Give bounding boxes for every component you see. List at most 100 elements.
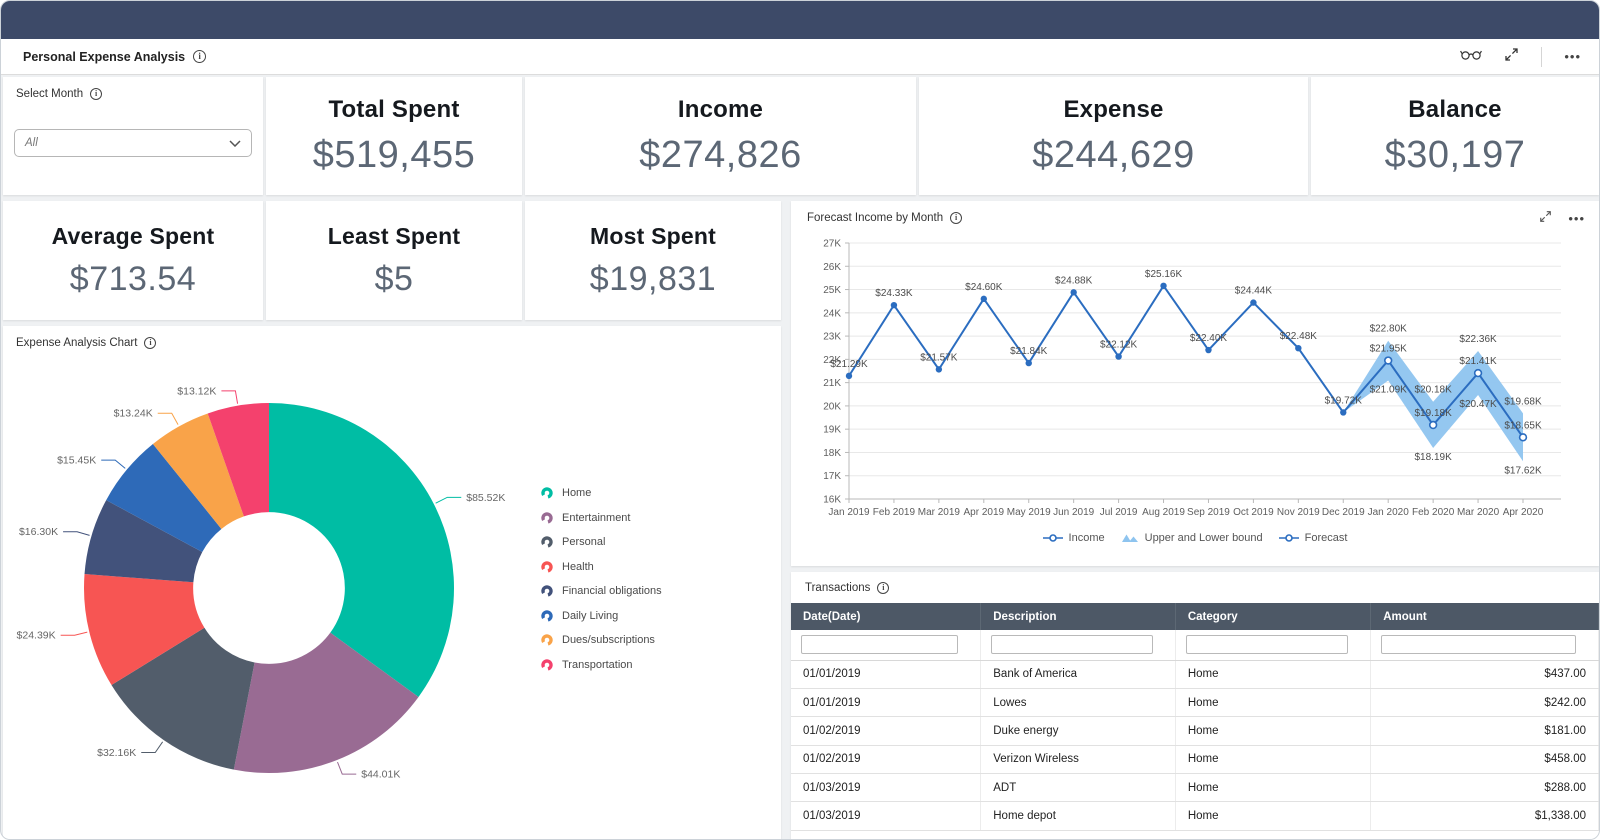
table-header-row[interactable]: Date(Date) Description Category Amount — [791, 603, 1599, 630]
expense-chart-card: Expense Analysis Chart i $85.52K $44.01K $… — [3, 326, 781, 839]
forecast-point[interactable] — [1383, 356, 1393, 365]
income-point[interactable] — [1250, 299, 1257, 306]
donut-label-line — [157, 412, 179, 425]
legend-item-entertainment[interactable]: Entertainment — [541, 506, 662, 531]
kpi-least-spent: Least Spent $5 — [266, 201, 522, 320]
filter-description-input[interactable] — [991, 635, 1153, 655]
table-row[interactable]: 01/01/2019 Lowes Home $242.00 — [791, 688, 1599, 718]
transactions-card: Transactions i Date(Date) Description Cate… — [791, 572, 1599, 839]
income-point[interactable] — [1025, 359, 1032, 367]
forecast-point[interactable] — [1473, 368, 1483, 378]
donut-slice-daily-living[interactable] — [106, 443, 222, 552]
income-line[interactable] — [848, 284, 1345, 413]
income-point[interactable] — [935, 366, 943, 373]
legend-item-daily-living[interactable]: Daily Living — [541, 604, 662, 629]
donut-slice-health[interactable] — [84, 574, 205, 686]
info-icon[interactable]: i — [950, 212, 963, 224]
more-options-icon[interactable]: ••• — [1564, 48, 1581, 64]
forecast-line-chart[interactable]: 16K 17K 18K 19K 20K 21K 22K 23K 24K 25K 26K 27K Jan … — [791, 201, 1599, 531]
table-row[interactable]: 01/03/2019 ADT Home $288.00 — [791, 773, 1599, 803]
legend-item-financial-obligations[interactable]: Financial obligations — [541, 579, 662, 604]
legend-label: Forecast — [1304, 532, 1348, 544]
kpi-label: Most Spent — [590, 222, 716, 249]
upper-bound-label: $22.36K — [1459, 334, 1497, 345]
table-row[interactable]: 01/03/2019 Home depot Home $1,338.00 — [791, 801, 1599, 831]
legend-item-personal[interactable]: Personal — [541, 530, 662, 555]
donut-slice-dues-subscriptions[interactable] — [152, 413, 244, 529]
donut-slice-transportation[interactable] — [207, 403, 269, 517]
forecast-point[interactable] — [1428, 420, 1438, 430]
category-cell: Home — [1175, 745, 1372, 775]
income-point-label: $24.44K — [1235, 286, 1273, 297]
donut-slice-home[interactable] — [269, 403, 454, 697]
x-tick-label: Mar 2019 — [918, 507, 961, 518]
filter-amount-input[interactable] — [1381, 635, 1576, 655]
legend-item-home[interactable]: Home — [541, 481, 662, 506]
date-cell: 01/01/2019 — [791, 688, 982, 718]
donut-slice-entertainment[interactable] — [233, 632, 419, 773]
divider — [1541, 46, 1543, 67]
income-point[interactable] — [980, 295, 987, 303]
y-tick-label: 27K — [823, 239, 841, 250]
filter-category-input[interactable] — [1185, 635, 1349, 655]
column-header-amount[interactable]: Amount — [1370, 603, 1599, 630]
y-tick-label: 17K — [823, 471, 841, 482]
legend-label: Daily Living — [562, 609, 619, 622]
income-point[interactable] — [1115, 353, 1122, 360]
income-point[interactable] — [1205, 346, 1212, 354]
donut-slice-personal[interactable] — [111, 627, 255, 770]
forecast-point[interactable] — [1518, 433, 1528, 442]
column-header-description[interactable]: Description — [980, 603, 1176, 630]
info-icon[interactable]: i — [877, 582, 890, 594]
income-point-label: $25.16K — [1145, 269, 1183, 280]
donut-legend-icon — [541, 659, 553, 671]
legend-item-transportation[interactable]: Transportation — [541, 653, 662, 678]
date-cell: 01/02/2019 — [791, 745, 982, 775]
line-series-icon — [1278, 534, 1299, 542]
donut-slice-financial-obligations[interactable] — [84, 500, 203, 583]
glasses-icon[interactable] — [1460, 47, 1483, 66]
info-icon[interactable]: i — [193, 50, 207, 63]
forecast-legend-item-forecast[interactable]: Forecast — [1278, 532, 1348, 544]
kpi-average-spent: Average Spent $713.54 — [3, 201, 263, 320]
income-point-label: $22.12K — [1100, 340, 1138, 351]
kpi-label: Total Spent — [328, 95, 460, 123]
donut-legend-icon — [541, 536, 553, 548]
expense-donut-chart[interactable]: $85.52K $44.01K $32.16K $24.39K $16.30K $15.4… — [3, 326, 781, 839]
description-cell: Bank of America — [980, 660, 1176, 689]
table-row[interactable]: 01/02/2019 Duke energy Home $181.00 — [791, 716, 1599, 746]
donut-slice-label: $13.12K — [177, 385, 216, 397]
income-point-label: $22.48K — [1280, 331, 1318, 342]
forecast-chart-card: Forecast Income by Month i ••• 16K 17K 18K… — [791, 201, 1599, 566]
x-tick-label: Dec 2019 — [1322, 507, 1365, 518]
expand-icon[interactable] — [1539, 210, 1552, 228]
forecast-legend-item-income[interactable]: Income — [1042, 532, 1105, 544]
income-point[interactable] — [1340, 409, 1347, 416]
income-point-label: $19.72K — [1325, 395, 1363, 406]
upper-bound-label: $20.18K — [1415, 385, 1453, 396]
expand-icon[interactable] — [1504, 47, 1519, 67]
income-point[interactable] — [1295, 344, 1302, 352]
info-icon[interactable]: i — [90, 88, 103, 100]
x-tick-label: Nov 2019 — [1277, 507, 1320, 518]
income-point[interactable] — [845, 372, 853, 380]
info-icon[interactable]: i — [144, 337, 157, 349]
description-cell: Lowes — [980, 688, 1176, 718]
column-header-category[interactable]: Category — [1175, 603, 1372, 630]
legend-item-health[interactable]: Health — [541, 555, 662, 580]
transactions-title: Transactions — [805, 582, 871, 594]
income-point[interactable] — [1070, 289, 1077, 296]
forecast-legend-item-upper-and-lower-bound[interactable]: Upper and Lower bound — [1121, 532, 1263, 544]
income-point[interactable] — [890, 301, 898, 309]
legend-item-dues-subscriptions[interactable]: Dues/subscriptions — [541, 628, 662, 653]
kpi-label: Expense — [1063, 95, 1164, 123]
month-select[interactable]: All — [14, 129, 252, 157]
filter-date-date--input[interactable] — [801, 635, 959, 655]
table-row[interactable]: 01/01/2019 Bank of America Home $437.00 — [791, 660, 1599, 689]
column-header-date-date-[interactable]: Date(Date) — [791, 603, 982, 630]
income-point[interactable] — [1160, 282, 1167, 290]
legend-label: Financial obligations — [562, 585, 662, 598]
more-options-icon[interactable]: ••• — [1568, 211, 1585, 226]
table-row[interactable]: 01/02/2019 Verizon Wireless Home $458.00 — [791, 745, 1599, 775]
upper-bound-label: $19.68K — [1504, 396, 1542, 407]
